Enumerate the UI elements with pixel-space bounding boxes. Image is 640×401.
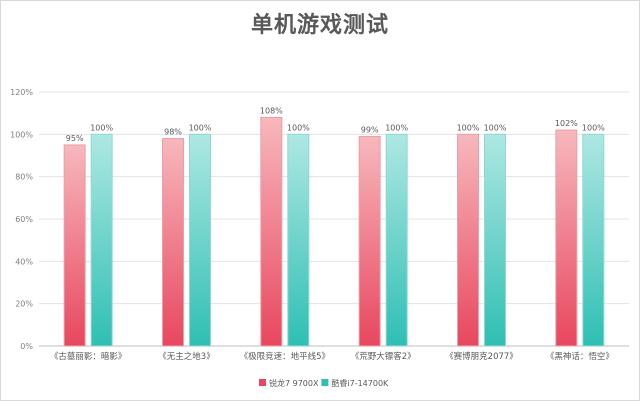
y-tick-label: 20%: [15, 300, 33, 309]
bar-ryzen: [162, 138, 184, 347]
legend-swatch: [321, 379, 329, 386]
x-category-label: 《无主之地3》: [158, 351, 214, 362]
y-tick-label: 60%: [15, 215, 33, 224]
data-label: 100%: [90, 123, 113, 132]
data-label: 98%: [164, 128, 182, 137]
bar-core: [287, 133, 310, 347]
bar-core: [385, 133, 408, 347]
x-category-label: 《黑神话：悟空》: [546, 351, 614, 362]
data-label: 108%: [260, 106, 283, 115]
data-label: 95%: [66, 134, 84, 143]
bar-core: [484, 133, 506, 347]
legend-entry: 锐龙7 9700X: [269, 378, 319, 388]
bar-ryzen: [260, 116, 283, 347]
x-category-label: 《荒野大镖客2》: [351, 351, 416, 362]
x-category-label: 《赛博朋克2077》: [445, 351, 518, 362]
legend-entry: 酷睿i7-14700K: [331, 378, 389, 388]
data-label: 99%: [361, 125, 379, 134]
y-tick-label: 120%: [10, 88, 33, 97]
y-tick-label: 80%: [15, 173, 33, 182]
x-category-label: 《古墓丽影：暗影》: [50, 351, 127, 362]
data-label: 100%: [457, 123, 480, 132]
legend-swatch: [259, 379, 266, 386]
data-label: 100%: [582, 123, 605, 132]
data-label: 100%: [287, 123, 310, 132]
y-tick-label: 0%: [20, 342, 33, 351]
chart-title: 单机游戏测试: [250, 13, 389, 38]
bar-ryzen: [457, 133, 479, 347]
y-tick-label: 100%: [10, 130, 33, 139]
bar-core: [90, 133, 113, 347]
bar-ryzen: [63, 144, 86, 347]
bar-core: [189, 133, 211, 347]
bar-ryzen: [358, 135, 381, 347]
bar-ryzen: [555, 129, 578, 347]
y-tick-label: 40%: [15, 257, 33, 266]
data-label: 100%: [189, 123, 212, 132]
data-label: 100%: [385, 123, 408, 132]
data-label: 100%: [484, 123, 507, 132]
x-category-label: 《极限竞速：地平线5》: [240, 351, 330, 362]
bar-core: [582, 133, 605, 347]
data-label: 102%: [555, 119, 578, 128]
